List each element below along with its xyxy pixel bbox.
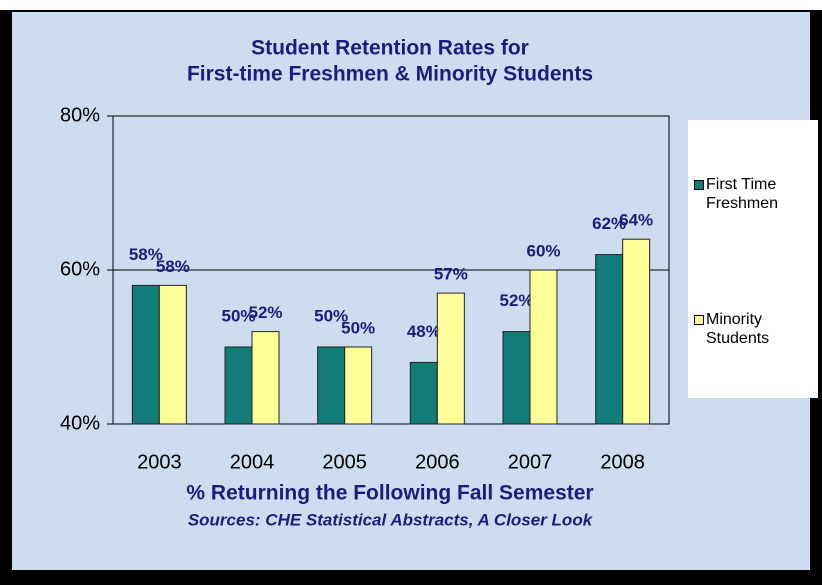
bar <box>317 346 346 425</box>
data-label: 50% <box>314 306 348 325</box>
bar <box>158 284 187 425</box>
chart-title: First-time Freshmen & Minority Students <box>187 63 593 86</box>
bar <box>436 292 465 425</box>
data-label: 64% <box>619 211 653 230</box>
legend-swatch <box>694 180 704 190</box>
data-label: 52% <box>499 291 533 310</box>
x-tick-label: 2008 <box>600 451 645 473</box>
legend-swatch <box>694 315 704 325</box>
legend-label: First Time Freshmen <box>706 176 779 212</box>
data-label: 50% <box>341 318 375 337</box>
data-label: 48% <box>407 322 441 341</box>
x-tick-label: 2005 <box>322 451 367 473</box>
data-label: 60% <box>526 241 560 260</box>
bar <box>409 361 438 425</box>
bar <box>595 254 624 425</box>
data-label: 58% <box>156 257 190 276</box>
bar <box>502 331 531 425</box>
legend: First Time Freshmen Minority Students <box>688 120 818 398</box>
annotation: Sources: CHE Statistical Abstracts, A Cl… <box>188 510 594 529</box>
x-tick-label: 2006 <box>415 451 460 473</box>
bar <box>529 269 558 425</box>
chart-title: Student Retention Rates for <box>251 37 529 60</box>
x-tick-label: 2004 <box>230 451 275 473</box>
bar <box>131 284 160 425</box>
data-label: 57% <box>434 265 468 284</box>
x-tick-label: 2007 <box>508 451 553 473</box>
data-label: 58% <box>129 245 163 264</box>
legend-item: Minority Students <box>694 310 816 348</box>
x-axis-label: % Returning the Following Fall Semester <box>186 482 593 505</box>
plot-border <box>112 115 670 425</box>
x-tick-label: 2003 <box>137 451 182 473</box>
y-tick-label: 80% <box>60 104 100 126</box>
legend-item: First Time Freshmen <box>694 175 816 213</box>
bar <box>344 346 373 425</box>
bar <box>251 331 280 425</box>
bar <box>224 346 253 425</box>
data-label: 50% <box>221 306 255 325</box>
legend-label: Minority Students <box>706 311 770 347</box>
data-label: 62% <box>592 214 626 233</box>
data-label: 52% <box>248 303 282 322</box>
y-tick-label: 40% <box>60 412 100 434</box>
y-tick-label: 60% <box>60 258 100 280</box>
bar <box>622 238 651 425</box>
